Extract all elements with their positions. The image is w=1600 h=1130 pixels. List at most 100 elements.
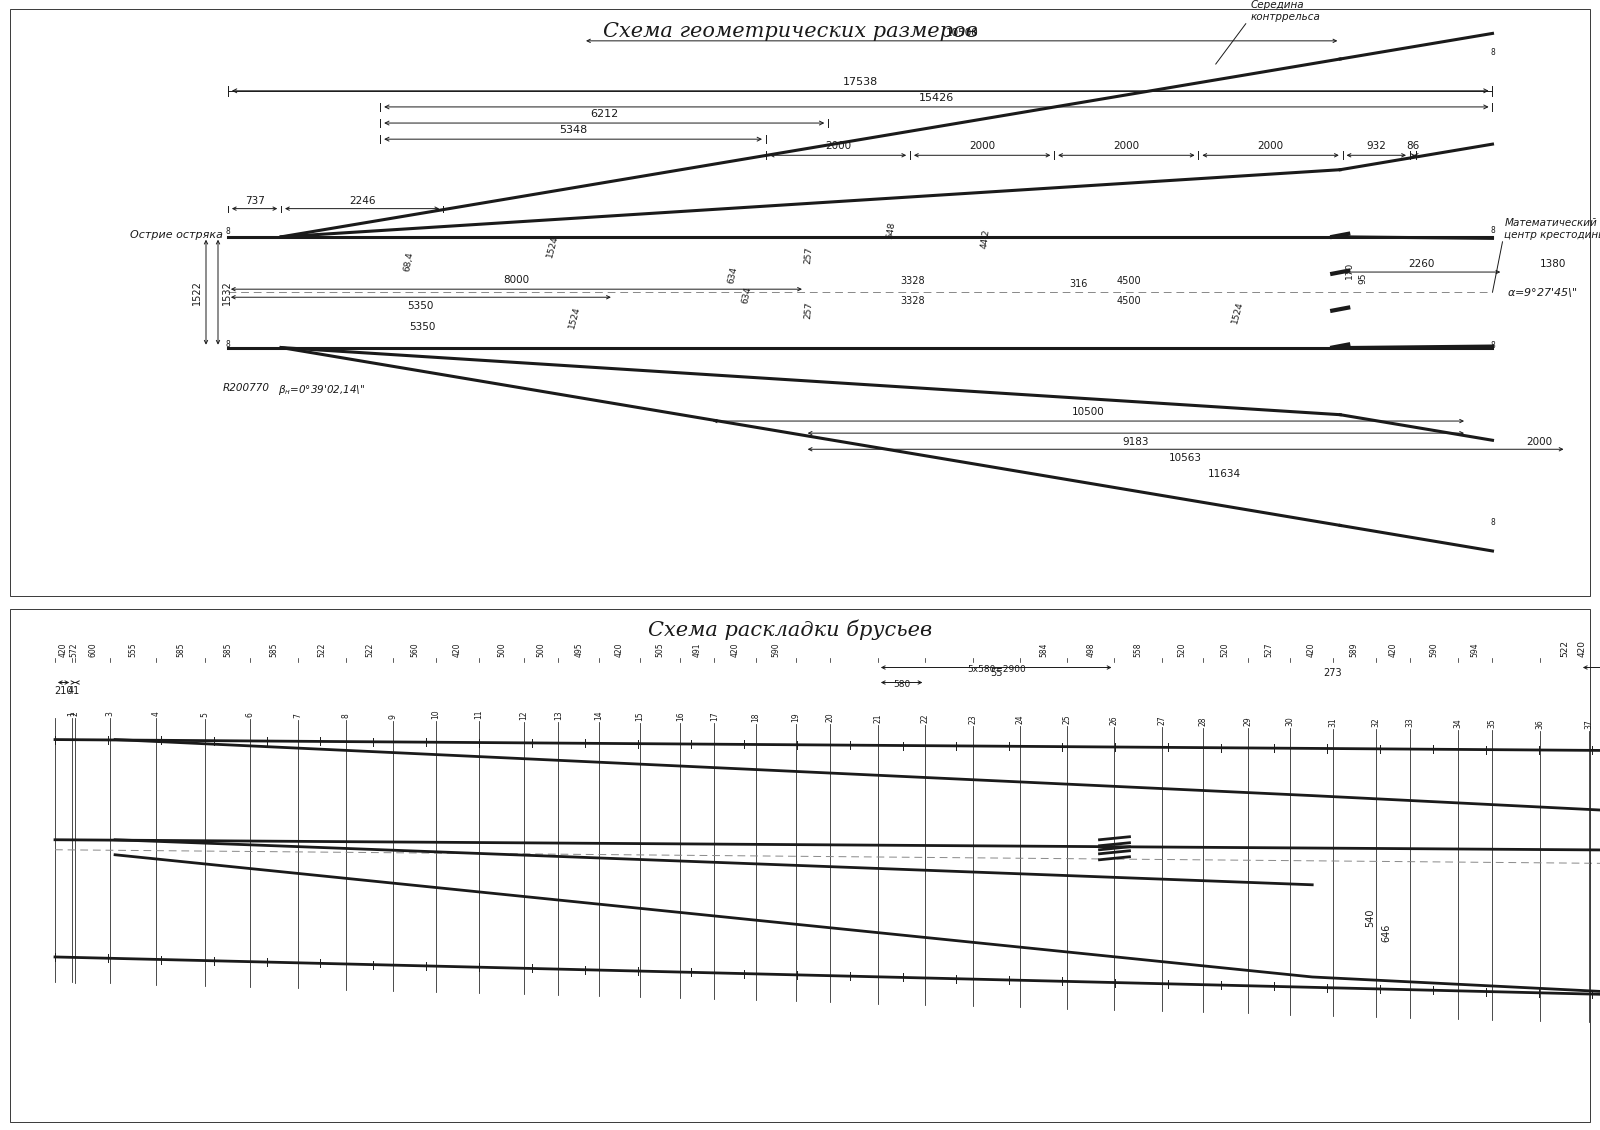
Text: 16: 16 — [675, 712, 685, 721]
Text: 590: 590 — [1429, 643, 1438, 658]
Text: 21: 21 — [874, 713, 883, 723]
Text: 35: 35 — [1488, 719, 1496, 728]
Text: 420: 420 — [1389, 643, 1397, 658]
Text: $\alpha$=9°27'45\": $\alpha$=9°27'45\" — [1507, 286, 1578, 298]
Text: 5348: 5348 — [558, 125, 587, 136]
Text: 420: 420 — [614, 643, 624, 658]
Text: 17538: 17538 — [843, 77, 878, 87]
Text: 3328: 3328 — [901, 276, 925, 286]
Text: 1524: 1524 — [566, 305, 581, 330]
Text: 8: 8 — [226, 339, 230, 348]
Text: 585: 585 — [176, 643, 186, 658]
Text: 170: 170 — [1346, 262, 1354, 279]
Text: 31: 31 — [1328, 718, 1338, 727]
Text: 25: 25 — [1062, 715, 1072, 724]
Text: 2000: 2000 — [1526, 437, 1552, 447]
Text: 55: 55 — [990, 668, 1003, 678]
Text: 505: 505 — [656, 643, 664, 658]
Text: 572: 572 — [69, 643, 78, 658]
Text: 8: 8 — [1490, 47, 1494, 56]
Text: 10500: 10500 — [946, 28, 978, 37]
Text: 420: 420 — [1307, 643, 1317, 658]
Text: 4500: 4500 — [1117, 276, 1141, 286]
Text: 634: 634 — [741, 286, 754, 304]
Text: 10500: 10500 — [1072, 407, 1104, 417]
Text: 210: 210 — [54, 686, 74, 696]
Text: 14: 14 — [595, 711, 603, 720]
Text: 257: 257 — [803, 246, 814, 264]
Text: 8000: 8000 — [504, 275, 530, 285]
Text: 86: 86 — [1406, 141, 1419, 151]
Text: Математический
центр крестодины: Математический центр крестодины — [1504, 218, 1600, 240]
Text: 9183: 9183 — [1123, 437, 1149, 447]
Text: 1: 1 — [67, 711, 77, 715]
Text: 2000: 2000 — [1114, 141, 1139, 151]
Text: Схема геометрических размеров: Схема геометрических размеров — [603, 23, 978, 41]
Text: 3: 3 — [106, 711, 114, 716]
Text: 932: 932 — [1366, 141, 1386, 151]
Text: 29: 29 — [1243, 716, 1253, 725]
Text: 273: 273 — [1323, 668, 1342, 678]
Text: 560: 560 — [410, 643, 419, 658]
Text: 589: 589 — [1350, 643, 1358, 658]
Text: 10: 10 — [432, 710, 440, 719]
Text: 585: 585 — [270, 643, 278, 658]
Text: 634: 634 — [726, 266, 739, 284]
Text: 585: 585 — [224, 643, 232, 658]
Text: 555: 555 — [128, 643, 138, 658]
Text: 26: 26 — [1110, 715, 1118, 724]
Text: 257: 257 — [803, 302, 814, 320]
Text: 34: 34 — [1453, 719, 1462, 728]
Text: 646: 646 — [1381, 923, 1392, 941]
Text: 44,2: 44,2 — [979, 228, 990, 249]
Text: 2000: 2000 — [826, 141, 851, 151]
Text: 3328: 3328 — [901, 296, 925, 306]
Text: 15426: 15426 — [918, 93, 954, 103]
Text: 9: 9 — [389, 714, 398, 719]
Text: 1522: 1522 — [192, 280, 202, 305]
Text: 24: 24 — [1016, 714, 1024, 724]
Text: 500: 500 — [538, 643, 546, 658]
Text: 316: 316 — [1069, 279, 1088, 289]
Text: 12: 12 — [520, 710, 528, 720]
Text: 491: 491 — [693, 643, 702, 658]
Text: 4: 4 — [152, 712, 162, 716]
Text: 520: 520 — [1221, 643, 1230, 658]
Text: 500: 500 — [498, 643, 506, 658]
Text: 2: 2 — [70, 711, 80, 715]
Text: 5x580=2900: 5x580=2900 — [966, 666, 1026, 675]
Text: 33: 33 — [1405, 718, 1414, 728]
Text: 13: 13 — [554, 711, 563, 720]
Text: 8: 8 — [1490, 340, 1494, 349]
Text: 15: 15 — [635, 711, 645, 721]
Text: 19: 19 — [790, 712, 800, 722]
Text: 548: 548 — [886, 220, 898, 238]
Text: 5350: 5350 — [410, 322, 435, 332]
Text: 11634: 11634 — [1208, 469, 1240, 479]
Text: 584: 584 — [1038, 643, 1048, 658]
Text: 522: 522 — [1560, 641, 1570, 658]
Text: 36: 36 — [1536, 719, 1544, 729]
Text: 27: 27 — [1157, 715, 1166, 725]
Text: 420: 420 — [59, 643, 69, 658]
Text: Острие остряка: Острие остряка — [130, 229, 222, 240]
Text: Схема раскладки брусьев: Схема раскладки брусьев — [648, 619, 933, 640]
Text: 28: 28 — [1198, 716, 1206, 725]
Text: 2260: 2260 — [1408, 259, 1435, 269]
Text: 18: 18 — [750, 712, 760, 722]
Text: 37: 37 — [1584, 720, 1594, 729]
Text: 1524: 1524 — [1230, 301, 1245, 324]
Text: 32: 32 — [1371, 718, 1381, 727]
Text: 558: 558 — [1134, 643, 1142, 658]
Text: 95: 95 — [1358, 272, 1368, 284]
Text: 17: 17 — [710, 712, 718, 721]
Text: 527: 527 — [1264, 643, 1274, 658]
Text: 4500: 4500 — [1117, 296, 1141, 306]
Text: 23: 23 — [968, 714, 978, 723]
Text: 20: 20 — [826, 713, 835, 722]
Text: 5: 5 — [200, 712, 210, 716]
Text: 498: 498 — [1086, 643, 1096, 658]
Text: 594: 594 — [1470, 643, 1480, 658]
Text: 737: 737 — [245, 195, 264, 206]
Text: 8: 8 — [341, 713, 350, 718]
